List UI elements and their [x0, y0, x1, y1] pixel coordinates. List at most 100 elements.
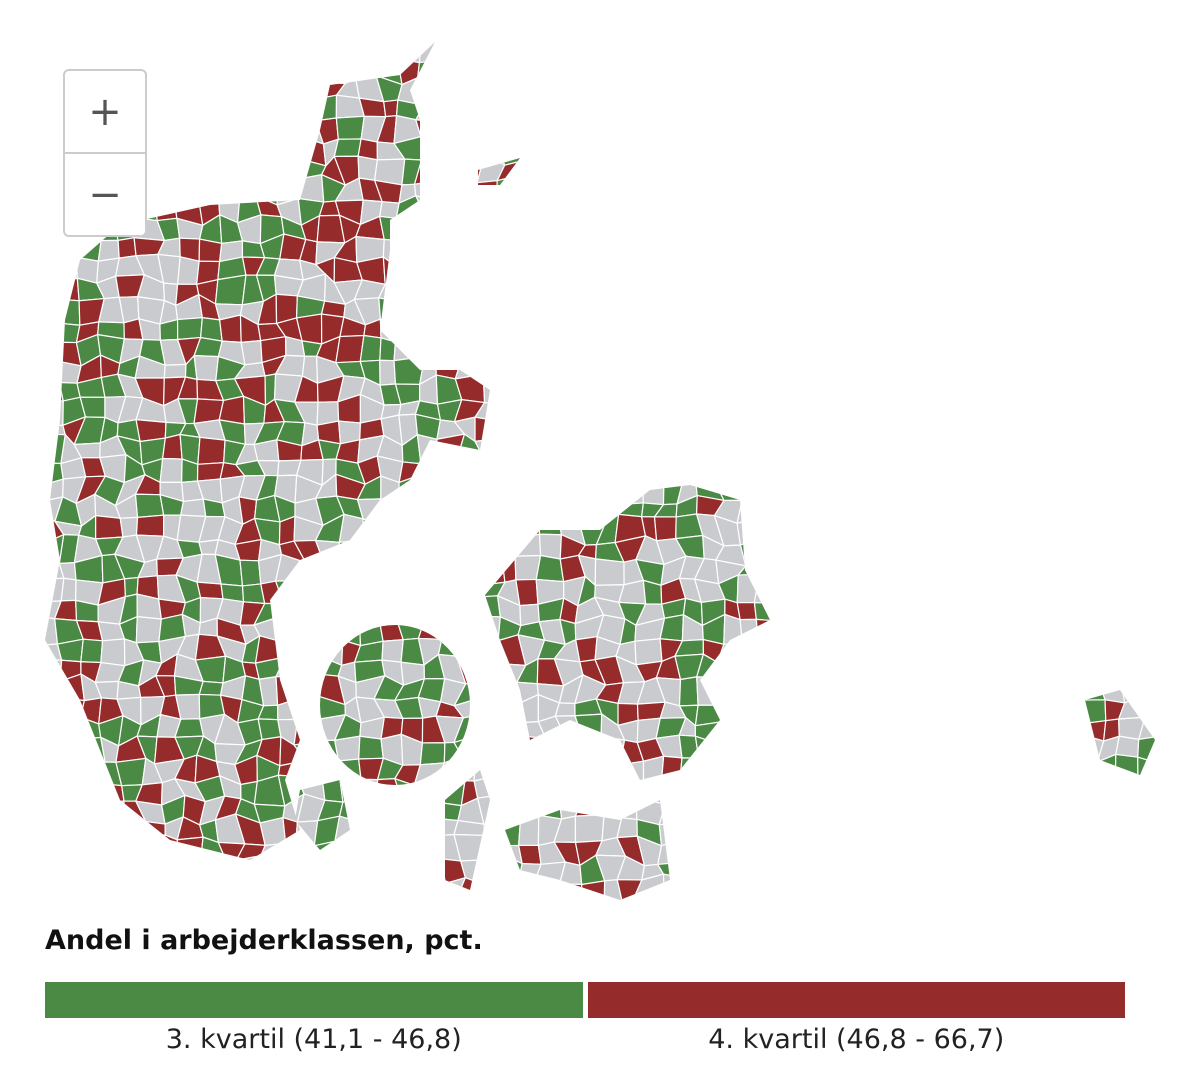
- region: [695, 795, 726, 824]
- region: [902, 361, 926, 383]
- region: [796, 438, 827, 467]
- region: [383, 99, 399, 118]
- region: [895, 179, 927, 200]
- region: [534, 737, 567, 757]
- region: [1161, 319, 1185, 345]
- zoom-in-button[interactable]: +: [65, 71, 145, 154]
- region: [681, 436, 705, 461]
- region: [134, 874, 165, 899]
- region: [580, 782, 597, 805]
- region: [533, 83, 564, 103]
- region: [957, 536, 980, 559]
- region: [833, 495, 864, 527]
- region: [1033, 398, 1057, 426]
- region: [894, 122, 925, 145]
- region: [934, 837, 960, 865]
- region: [221, 60, 241, 85]
- region: [956, 456, 984, 487]
- region: [717, 718, 742, 745]
- region: [433, 234, 466, 267]
- region: [799, 673, 817, 706]
- region: [1160, 736, 1177, 765]
- region: [317, 596, 342, 619]
- region: [473, 895, 507, 900]
- region: [674, 317, 706, 343]
- region: [1033, 64, 1062, 86]
- region: [283, 840, 297, 859]
- region: [45, 118, 65, 140]
- region: [1054, 894, 1077, 900]
- region: [932, 716, 961, 747]
- region: [976, 656, 997, 679]
- region: [962, 316, 983, 342]
- region: [733, 874, 766, 900]
- region: [636, 293, 661, 325]
- region: [775, 739, 799, 762]
- region: [216, 42, 240, 64]
- region: [500, 733, 519, 764]
- region: [1061, 804, 1085, 826]
- region: [1116, 854, 1139, 887]
- region: [259, 842, 287, 858]
- region: [873, 118, 900, 144]
- region: [793, 496, 826, 525]
- region: [793, 854, 824, 884]
- region: [594, 377, 625, 407]
- region: [195, 856, 226, 877]
- region: [1056, 619, 1087, 647]
- region: [994, 495, 1023, 526]
- region: [1040, 877, 1062, 897]
- region: [1153, 699, 1155, 727]
- region: [817, 901, 843, 917]
- region: [478, 474, 503, 507]
- region: [759, 434, 785, 464]
- region: [73, 820, 104, 846]
- region: [615, 160, 647, 178]
- region: [875, 523, 905, 541]
- region: [357, 155, 379, 181]
- region: [719, 819, 746, 846]
- region: [833, 56, 864, 80]
- region: [638, 343, 667, 363]
- region: [1157, 820, 1179, 835]
- region: [1015, 576, 1045, 604]
- region: [1080, 784, 1105, 808]
- region: [918, 652, 939, 685]
- region: [294, 54, 322, 85]
- region: [173, 136, 205, 166]
- region: [783, 421, 802, 440]
- region: [875, 754, 906, 781]
- region: [896, 677, 921, 706]
- region: [493, 375, 522, 406]
- region: [462, 497, 486, 527]
- region: [977, 118, 1003, 145]
- region: [358, 97, 387, 118]
- region: [1114, 254, 1145, 282]
- region: [683, 194, 701, 225]
- region: [357, 539, 384, 562]
- region: [1153, 715, 1155, 737]
- region: [416, 433, 438, 466]
- region: [455, 257, 476, 283]
- region: [741, 840, 763, 863]
- region: [982, 354, 1006, 384]
- region: [594, 321, 625, 339]
- region: [140, 42, 167, 67]
- region: [895, 59, 924, 84]
- region: [1035, 183, 1061, 200]
- region: [1138, 254, 1155, 282]
- region: [396, 275, 422, 305]
- region: [1097, 513, 1127, 546]
- region: [699, 218, 725, 243]
- region: [1095, 214, 1124, 242]
- region: [1117, 216, 1141, 241]
- region: [1053, 115, 1087, 139]
- region: [1057, 734, 1085, 761]
- zoom-out-button[interactable]: −: [88, 171, 122, 218]
- region: [60, 577, 77, 602]
- region: [874, 441, 905, 463]
- region: [773, 155, 807, 183]
- region: [114, 874, 144, 897]
- region: [379, 524, 400, 547]
- region: [541, 42, 566, 58]
